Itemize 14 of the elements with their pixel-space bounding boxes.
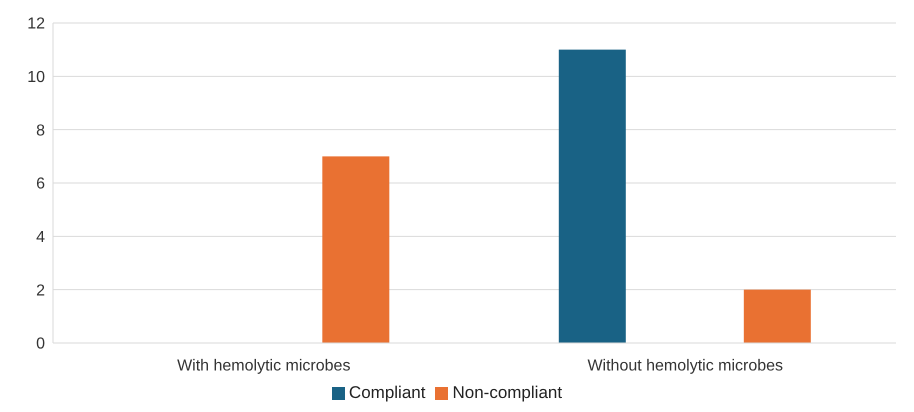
- y-tick-label: 0: [36, 336, 46, 353]
- y-tick-label: 2: [36, 282, 46, 300]
- x-tick-label: Without hemolytic microbes: [587, 357, 784, 374]
- bar: [322, 156, 390, 343]
- y-tick-label: 8: [36, 122, 46, 140]
- y-tick-label: 4: [36, 229, 46, 246]
- legend-label: Non-compliant: [452, 383, 562, 402]
- bar: [744, 290, 811, 343]
- y-tick-label: 10: [27, 69, 46, 86]
- legend-label: Compliant: [348, 383, 426, 402]
- x-tick-label: With hemolytic microbes: [177, 357, 350, 374]
- y-tick-label: 6: [36, 176, 46, 193]
- y-tick-label: 12: [27, 16, 46, 33]
- bar: [558, 50, 626, 343]
